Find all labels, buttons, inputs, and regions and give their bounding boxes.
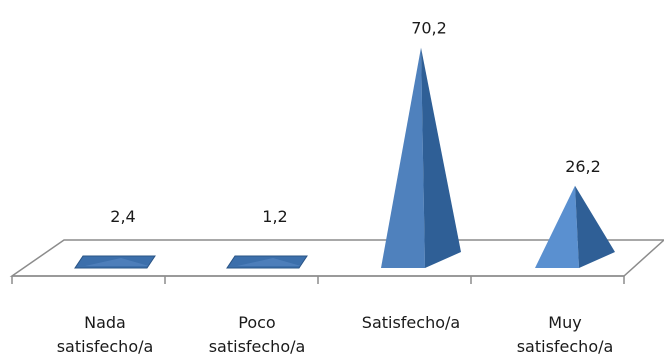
- chart-marks: [74, 47, 615, 269]
- value-label: 1,2: [262, 207, 287, 226]
- value-labels: 2,4 1,2 70,2 26,2: [110, 19, 601, 226]
- value-label: 2,4: [110, 207, 135, 226]
- category-label: satisfecho/a: [57, 337, 154, 356]
- pyramid-mark-side: [421, 47, 461, 269]
- value-label: 26,2: [565, 157, 601, 176]
- category-label: satisfecho/a: [517, 337, 614, 356]
- category-label: Nada: [84, 313, 126, 332]
- category-label: Muy: [548, 313, 581, 332]
- pyramid-mark-highlight: [237, 258, 301, 266]
- category-label: Satisfecho/a: [362, 313, 460, 332]
- value-label: 70,2: [411, 19, 447, 38]
- pyramid-mark-highlight: [85, 258, 149, 266]
- category-label: Poco: [238, 313, 275, 332]
- category-labels: Nada satisfecho/a Poco satisfecho/a Satisfec…: [57, 313, 614, 356]
- pyramid-mark: [535, 185, 579, 268]
- pyramid-mark-side: [575, 185, 615, 268]
- chart-floor: [9, 239, 664, 284]
- category-label: satisfecho/a: [209, 337, 306, 356]
- pyramid-mark: [381, 47, 425, 269]
